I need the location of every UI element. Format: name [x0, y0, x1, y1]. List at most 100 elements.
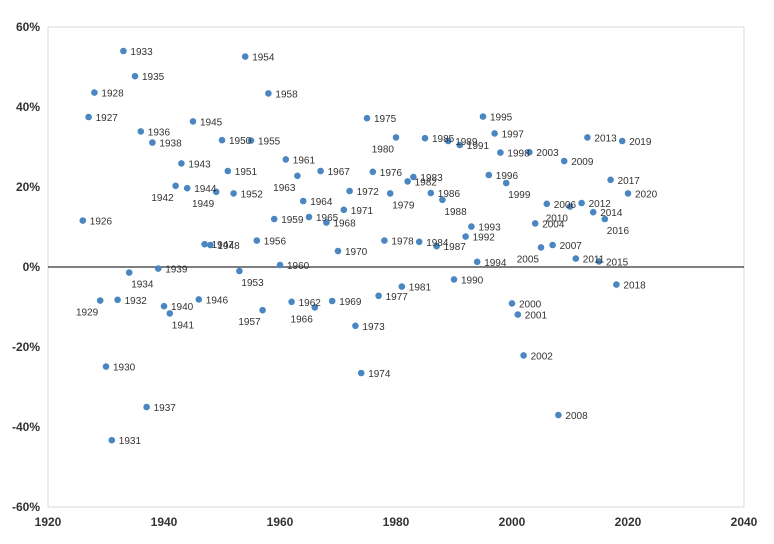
data-point: [398, 283, 406, 290]
data-point: [520, 352, 527, 359]
data-point-label: 2008: [565, 411, 588, 422]
data-point-label: 1969: [339, 297, 362, 308]
data-point: [149, 139, 156, 146]
data-point: [114, 296, 121, 304]
data-point: [462, 233, 469, 240]
data-point: [166, 310, 174, 317]
data-point: [410, 173, 417, 181]
data-point: [334, 247, 342, 255]
data-point: [363, 114, 371, 122]
y-axis-tick-labels: 60% 40% 20% 0% -20% -40% -60%: [12, 20, 40, 514]
data-point-label: 2007: [560, 241, 583, 252]
data-point-label: 1967: [328, 167, 351, 178]
data-point-label: 1980: [372, 144, 395, 155]
data-point: [502, 179, 510, 187]
data-point-label: 1988: [444, 207, 467, 218]
data-point-label: 1963: [273, 183, 296, 194]
data-point: [357, 369, 365, 377]
data-point-label: 1927: [96, 113, 119, 124]
data-point-label: 1964: [310, 197, 333, 208]
x-tick-label: 2040: [731, 515, 758, 529]
data-point: [531, 220, 539, 227]
data-point-label: 1951: [235, 167, 258, 178]
data-point: [386, 190, 394, 197]
data-point: [578, 199, 585, 207]
data-point-label: 1986: [438, 189, 461, 200]
data-point: [131, 72, 139, 80]
data-point: [613, 281, 620, 288]
data-point-label: 1962: [299, 298, 322, 309]
data-point: [259, 306, 266, 314]
data-point-label: 1935: [142, 72, 165, 83]
data-point: [299, 197, 307, 205]
data-point: [439, 196, 446, 204]
data-point: [479, 113, 487, 120]
data-point: [108, 436, 116, 444]
y-tick-label: 20%: [16, 180, 40, 194]
data-point: [85, 113, 92, 121]
data-point-labels: 1926 1927 1928 1929 1930 1931 1932 1933 1934 1935…: [76, 47, 658, 447]
data-point: [549, 241, 556, 249]
data-point-label: 1996: [496, 171, 519, 182]
data-point-label: 2005: [517, 254, 540, 265]
data-point: [96, 297, 104, 304]
data-point-label: 1970: [345, 247, 368, 258]
data-point: [195, 296, 203, 303]
data-point-label: 1985: [432, 134, 455, 145]
data-point-label: 1971: [351, 206, 374, 217]
data-point: [450, 276, 458, 283]
data-point: [497, 149, 504, 156]
data-point: [125, 269, 133, 276]
data-point-label: 1989: [455, 137, 478, 148]
data-point-label: 2010: [546, 214, 569, 225]
data-point: [328, 297, 336, 305]
data-point: [572, 255, 580, 262]
data-point: [427, 189, 435, 197]
data-point: [375, 292, 382, 300]
data-point: [584, 134, 591, 141]
data-point: [276, 261, 284, 269]
data-point: [311, 304, 319, 311]
x-tick-label: 1940: [151, 515, 178, 529]
data-point-label: 1976: [380, 168, 403, 179]
data-point-label: 1950: [229, 136, 252, 147]
data-point-label: 1977: [386, 292, 409, 303]
data-point: [514, 311, 522, 318]
data-point-label: 2018: [623, 281, 646, 292]
data-point: [241, 53, 249, 60]
data-point-label: 1960: [287, 261, 310, 272]
data-point: [172, 182, 179, 190]
data-point-label: 2001: [525, 311, 548, 322]
data-point: [369, 168, 377, 176]
data-point: [137, 128, 145, 135]
data-point: [154, 265, 162, 272]
data-point: [120, 47, 127, 55]
data-point: [433, 242, 440, 250]
data-point: [236, 267, 243, 275]
data-point-label: 1933: [130, 47, 153, 58]
data-point-label: 1943: [188, 159, 211, 170]
data-point: [218, 136, 226, 144]
data-point: [270, 215, 278, 223]
data-point-label: 1987: [444, 242, 467, 253]
data-point-label: 1998: [507, 149, 530, 160]
y-tick-label: 40%: [16, 100, 40, 114]
data-point: [491, 130, 498, 137]
data-point-label: 1931: [119, 436, 142, 447]
data-point-label: 1974: [368, 369, 391, 380]
data-point-label: 1957: [238, 317, 261, 328]
data-point: [566, 203, 574, 210]
data-point-label: 2002: [531, 351, 554, 362]
data-point-label: 1945: [200, 117, 223, 128]
data-point-label: 1939: [165, 265, 188, 276]
data-point: [207, 241, 214, 249]
y-tick-label: -40%: [12, 420, 40, 434]
data-point: [595, 258, 603, 265]
data-point: [160, 302, 168, 310]
data-point: [601, 215, 609, 223]
data-point: [543, 200, 551, 208]
data-point: [317, 167, 324, 175]
data-point-label: 1997: [502, 129, 525, 140]
data-point: [537, 244, 545, 251]
